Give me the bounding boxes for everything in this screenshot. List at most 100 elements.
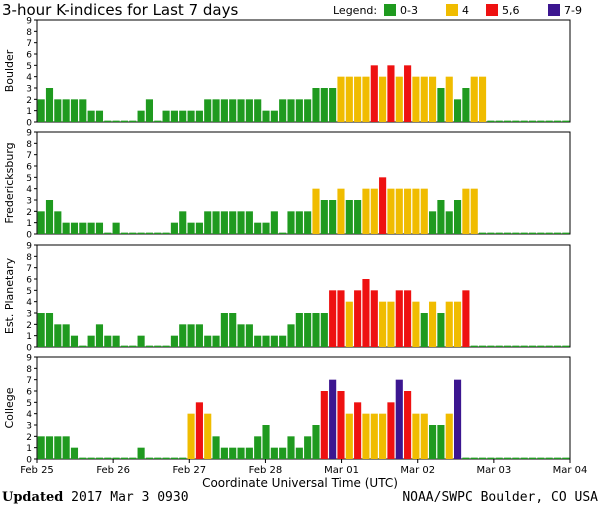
k-index-bar: [454, 379, 462, 459]
k-index-bar: [562, 120, 570, 122]
k-index-bar: [512, 120, 520, 122]
y-tick-label: 4: [26, 410, 32, 420]
y-tick-label: 3: [26, 422, 32, 432]
k-index-bar: [345, 413, 353, 459]
legend-label: Legend:: [333, 4, 377, 17]
k-index-bar: [537, 457, 545, 459]
k-index-bar: [545, 345, 553, 347]
k-index-bar: [387, 65, 395, 122]
k-index-bar: [195, 110, 203, 122]
legend-swatch-0: [384, 4, 396, 16]
k-index-bar: [295, 211, 303, 234]
k-index-bar: [195, 324, 203, 347]
k-index-bar: [237, 324, 245, 347]
y-tick-label: 0: [26, 231, 32, 241]
k-index-bar: [487, 120, 495, 122]
y-tick-label: 5: [26, 62, 32, 72]
k-index-bar: [345, 200, 353, 234]
k-index-bar: [112, 222, 120, 234]
x-axis-label: Coordinate Universal Time (UTC): [202, 476, 398, 490]
legend-entry-3: 7-9: [564, 4, 582, 17]
k-index-bar: [187, 413, 195, 459]
k-index-bar: [270, 447, 278, 459]
k-index-bar: [154, 232, 162, 234]
k-index-bar: [262, 110, 270, 122]
k-index-bar: [170, 110, 178, 122]
panel-frame: [36, 244, 571, 348]
k-index-bar: [179, 211, 187, 234]
k-index-bar: [87, 222, 95, 234]
k-index-bar: [370, 413, 378, 459]
k-index-bar: [412, 76, 420, 122]
k-index-bar: [145, 99, 153, 122]
panel-1: 0 123 456 789 Fredericksburg: [3, 129, 571, 241]
k-index-bar: [79, 345, 87, 347]
k-index-bar: [179, 324, 187, 347]
y-tick-label: 1: [26, 107, 32, 117]
updated-value: 2017 Mar 3 0930: [71, 490, 189, 505]
k-index-bar: [312, 425, 320, 459]
k-index-bar: [520, 232, 528, 234]
k-index-bar: [212, 211, 220, 234]
k-index-bar: [70, 447, 79, 459]
y-tick-label: 5: [26, 399, 32, 409]
footer-source: NOAA/SWPC Boulder, CO USA: [402, 490, 598, 505]
k-index-bar: [129, 457, 137, 459]
y-tick-label: 5: [26, 287, 32, 297]
k-index-bar: [87, 335, 95, 347]
k-index-bar: [204, 99, 212, 122]
k-index-bar: [137, 232, 145, 234]
y-tick-label: 0: [26, 119, 32, 129]
k-index-bar: [70, 335, 79, 347]
k-index-bar: [329, 379, 337, 459]
k-index-bar: [154, 457, 162, 459]
k-index-bar: [104, 232, 112, 234]
k-index-bar: [429, 211, 437, 234]
k-index-bar: [478, 457, 487, 459]
station-label: Boulder: [3, 49, 16, 92]
k-index-bar: [179, 457, 187, 459]
y-tick-label: 7: [26, 151, 32, 161]
k-index-bar: [170, 335, 178, 347]
x-tick-label: Feb 26: [96, 465, 130, 476]
legend-swatch-3: [548, 4, 560, 16]
k-index-bar: [120, 457, 129, 459]
k-index-bar: [262, 425, 270, 459]
k-index-bar: [395, 188, 403, 234]
k-index-bar: [512, 232, 520, 234]
k-index-bar: [387, 188, 395, 234]
k-index-bar: [187, 324, 195, 347]
k-index-bar: [379, 177, 387, 234]
k-index-bar: [545, 232, 553, 234]
station-label: Est. Planetary: [3, 257, 16, 334]
k-index-bar: [237, 447, 245, 459]
y-tick-label: 1: [26, 219, 32, 229]
k-index-bar: [503, 120, 512, 122]
k-index-bar: [362, 188, 370, 234]
k-index-bar: [54, 324, 62, 347]
y-tick-label: 4: [26, 298, 32, 308]
k-index-bar: [537, 345, 545, 347]
k-index-bar: [120, 232, 129, 234]
k-index-bar: [412, 413, 420, 459]
k-index-bar: [329, 290, 337, 347]
k-index-bar: [487, 232, 495, 234]
k-index-bar: [104, 457, 112, 459]
k-index-bar: [279, 335, 287, 347]
station-label: College: [3, 387, 16, 428]
y-tick-label: 3: [26, 197, 32, 207]
k-index-bar: [320, 88, 328, 122]
k-index-bar: [237, 99, 245, 122]
x-tick-label: Feb 25: [20, 465, 54, 476]
k-index-bar: [245, 211, 253, 234]
k-index-bar: [395, 290, 403, 347]
k-index-bar: [270, 110, 278, 122]
k-index-bar: [354, 402, 362, 459]
k-index-bar: [229, 99, 237, 122]
k-index-bar: [220, 99, 228, 122]
updated-label: Updated: [2, 490, 64, 505]
y-tick-label: 3: [26, 85, 32, 95]
y-tick-label: 2: [26, 321, 32, 331]
k-index-bar: [254, 335, 262, 347]
k-index-bar: [37, 211, 45, 234]
